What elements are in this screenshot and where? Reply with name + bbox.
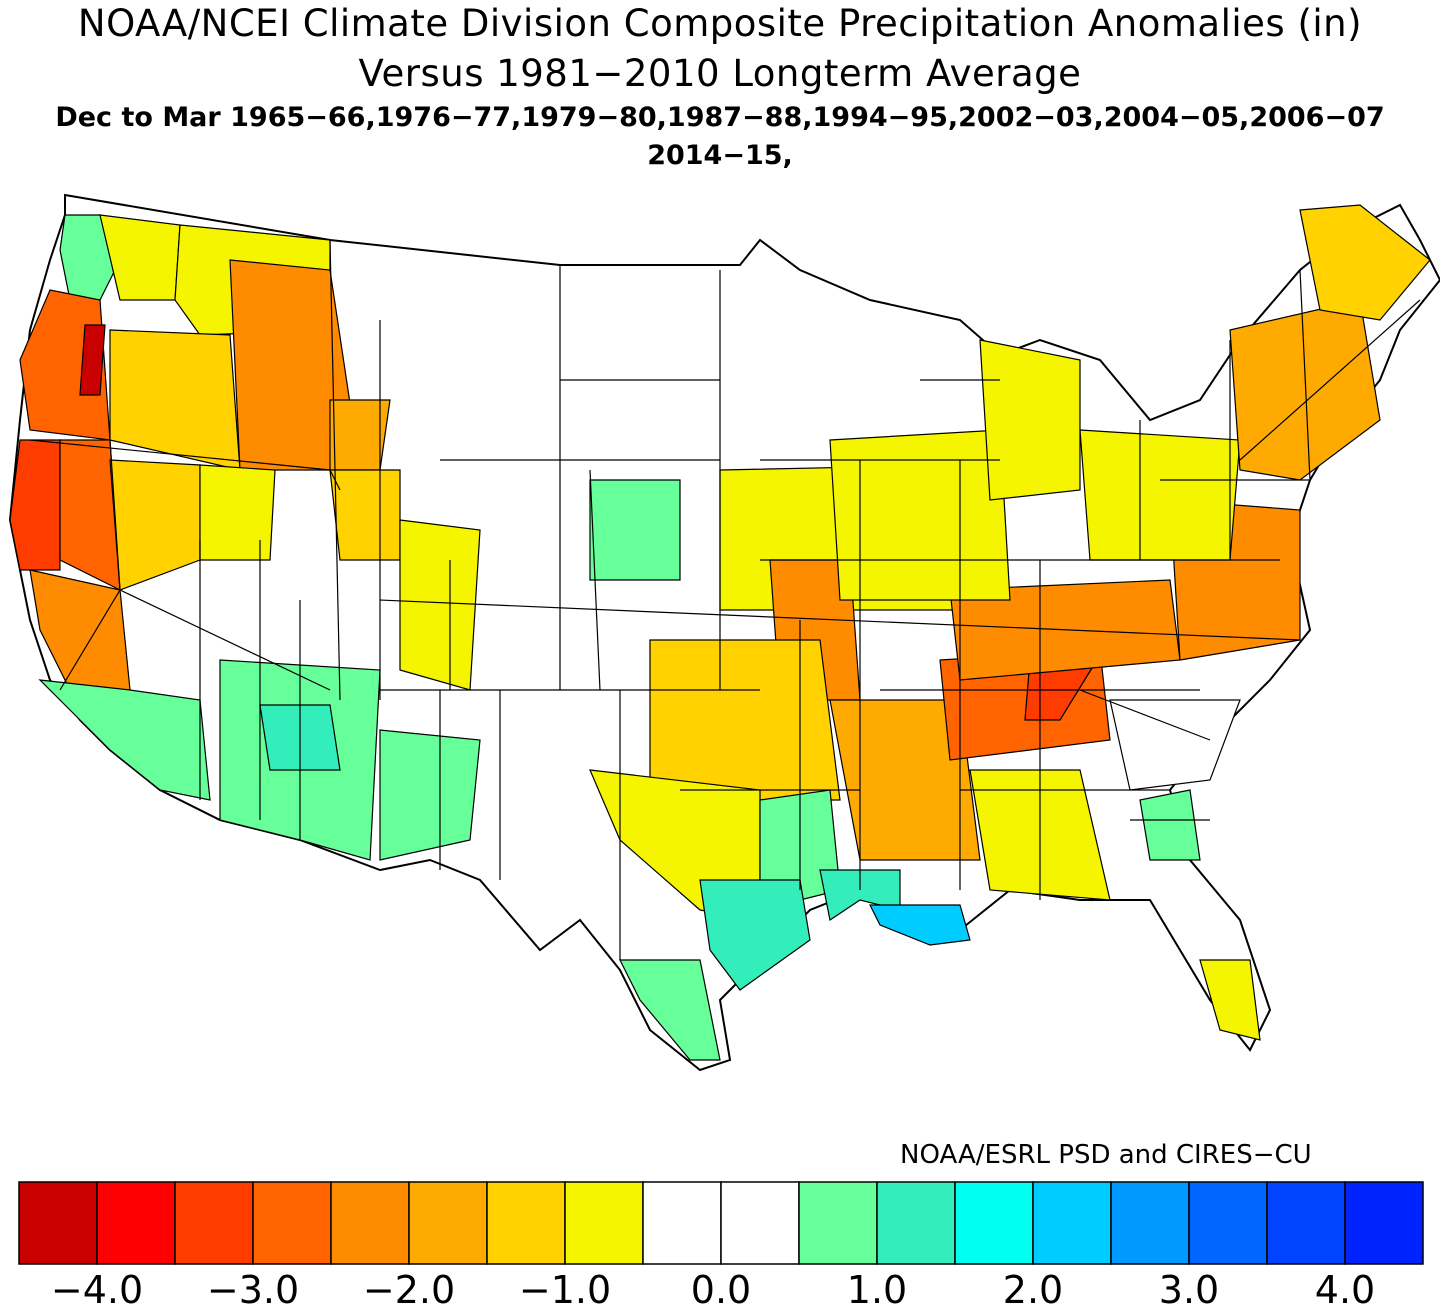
colorbar-cell <box>876 1181 956 1265</box>
colorbar-cell <box>252 1181 332 1265</box>
region-illinois-indiana <box>829 429 1011 601</box>
colorbar-cell <box>954 1181 1034 1265</box>
colorbar-cell <box>1344 1181 1424 1265</box>
region-utah-north <box>329 469 401 561</box>
region-maine <box>1299 204 1431 321</box>
title-line-2: Versus 1981−2010 Longterm Average <box>358 52 1082 95</box>
colorbar-cell <box>330 1181 410 1265</box>
region-idaho-east <box>329 399 391 471</box>
colorbar-cell <box>1032 1181 1112 1265</box>
colorbar-tick-label: 0.0 <box>690 1268 752 1312</box>
colorbar <box>18 1181 1424 1265</box>
colorbar-cell <box>18 1181 98 1265</box>
region-utah-east <box>399 519 481 691</box>
colorbar-cell <box>798 1181 878 1265</box>
colorbar-cell <box>642 1181 722 1265</box>
division-boundaries <box>29 239 1421 960</box>
colorbar-cell <box>174 1181 254 1265</box>
region-arkansas-mississippi <box>829 699 981 861</box>
region-texas-south <box>619 959 721 1061</box>
region-new-mexico-west <box>379 729 481 861</box>
title-line-1: NOAA/NCEI Climate Division Composite Pre… <box>77 2 1363 45</box>
region-kansas-east-oklahoma <box>649 639 841 801</box>
region-northern-california-coast <box>9 439 61 571</box>
colorbar-cell <box>720 1181 800 1265</box>
us-climate-division-map <box>8 193 1440 1072</box>
colorbar-tick-label: −1.0 <box>518 1268 612 1312</box>
region-nebraska-panhandle <box>589 479 681 581</box>
colorbar-tick-label: −2.0 <box>362 1268 456 1312</box>
colorbar-cell <box>96 1181 176 1265</box>
colorbar-cell <box>1266 1181 1346 1265</box>
credit-label: NOAA/ESRL PSD and CIRES−CU <box>900 1140 1312 1170</box>
division-regions <box>9 204 1431 1061</box>
colorbar-cell <box>408 1181 488 1265</box>
colorbar-cell <box>564 1181 644 1265</box>
region-texas-coast <box>699 879 811 991</box>
region-oregon-willamette <box>79 324 106 396</box>
region-new-york-new-england <box>1229 299 1381 481</box>
colorbar-tick-label: −4.0 <box>50 1268 144 1312</box>
colorbar-cell <box>486 1181 566 1265</box>
region-louisiana-southeast <box>869 904 971 946</box>
region-ohio-pennsylvania <box>1079 429 1241 561</box>
title-line-3: Dec to Mar 1965−66,1976−77,1979−80,1987−… <box>55 102 1385 133</box>
region-southern-california <box>38 679 211 801</box>
colorbar-cell <box>1110 1181 1190 1265</box>
region-nevada-north-central <box>199 464 276 561</box>
region-florida-south <box>1199 959 1261 1041</box>
colorbar-tick-label: 2.0 <box>1002 1268 1064 1312</box>
colorbar-cell <box>1188 1181 1268 1265</box>
region-georgia-central <box>1139 789 1201 861</box>
colorbar-tick-label: 1.0 <box>846 1268 908 1312</box>
region-carolinas <box>1109 699 1241 791</box>
colorbar-tick-label: 3.0 <box>1158 1268 1220 1312</box>
colorbar-tick-label: −3.0 <box>206 1268 300 1312</box>
title-line-4: 2014−15, <box>647 140 793 171</box>
colorbar-tick-label: 4.0 <box>1314 1268 1376 1312</box>
region-michigan <box>979 339 1081 501</box>
